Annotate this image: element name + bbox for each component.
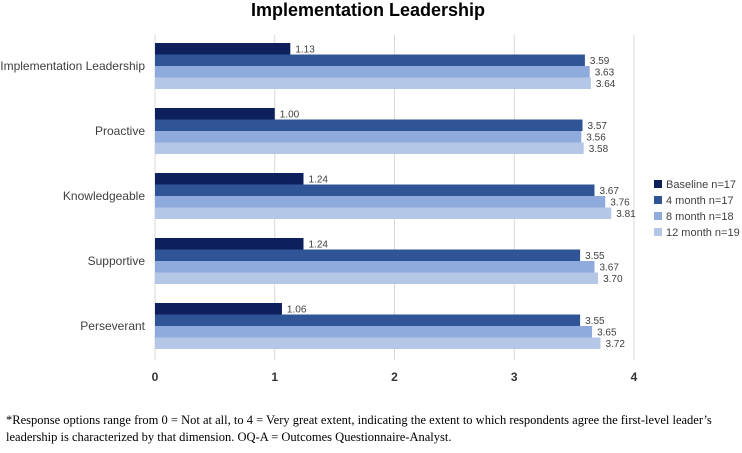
bar (155, 43, 291, 55)
bar (155, 184, 595, 196)
footnote: *Response options range from 0 = Not at … (6, 413, 712, 444)
bar (155, 238, 304, 250)
legend-label: 4 month n=17 (666, 195, 734, 207)
legend-swatch (654, 196, 662, 204)
chart: Implementation Leadership 1.13 3.59 3.63 3.… (0, 0, 740, 384)
data-label: 1.24 (308, 175, 328, 186)
data-label: 3.64 (596, 79, 616, 90)
bar (155, 249, 581, 261)
data-label: 3.76 (610, 198, 630, 209)
bar (155, 314, 581, 326)
data-label: 3.58 (589, 144, 609, 155)
legend-label: 12 month n=19 (666, 227, 740, 239)
bar (155, 108, 275, 120)
bar (155, 337, 601, 349)
data-label: 1.06 (287, 305, 307, 316)
bar (155, 142, 584, 154)
data-label: 3.55 (585, 251, 605, 262)
category-label: Proactive (95, 124, 145, 138)
data-label: 3.63 (595, 68, 615, 79)
legend-label: 8 month n=18 (666, 211, 734, 223)
legend-swatch (654, 228, 662, 236)
bar-chart-svg: Implementation Leadership 1.133.593.633.… (0, 0, 740, 384)
x-axis-ticks: 0 1 2 3 4 (152, 370, 638, 384)
data-label: 3.81 (616, 209, 636, 220)
x-tick-label: 4 (631, 370, 638, 384)
bar (155, 66, 590, 78)
bar (155, 196, 606, 208)
bar (155, 261, 595, 273)
data-label: 3.57 (588, 121, 608, 132)
data-label: 3.56 (586, 133, 606, 144)
category-labels: Implementation Leadership Proactive Knowle… (0, 59, 145, 333)
data-label: 3.72 (605, 339, 625, 350)
data-label: 3.65 (597, 328, 617, 339)
data-label: 1.13 (295, 45, 315, 56)
chart-title: Implementation Leadership (251, 0, 485, 20)
data-label: 3.59 (590, 56, 610, 67)
data-label: 3.67 (599, 263, 619, 274)
legend-label: Baseline n=17 (666, 179, 736, 191)
category-label: Supportive (88, 254, 146, 268)
data-label: 1.24 (308, 240, 328, 251)
legend-swatch (654, 180, 662, 188)
category-label: Implementation Leadership (0, 59, 145, 73)
bar (155, 303, 282, 315)
data-label: 3.70 (603, 274, 623, 285)
legend-swatch (654, 212, 662, 220)
x-tick-label: 0 (152, 370, 159, 384)
x-tick-label: 3 (511, 370, 518, 384)
bar (155, 54, 585, 66)
bar (155, 207, 612, 219)
x-tick-label: 2 (391, 370, 398, 384)
category-label: Perseverant (80, 319, 145, 333)
bar (155, 131, 582, 143)
x-tick-label: 1 (271, 370, 278, 384)
bar (155, 77, 591, 89)
legend: Baseline n=17 4 month n=17 8 month n=18 12 … (654, 179, 740, 239)
data-label: 3.67 (599, 186, 619, 197)
bars (155, 43, 612, 349)
value-labels: 1.13 3.593.633.64 1.00 3.573.563.58 1.24 3.67… (280, 45, 636, 351)
bar (155, 272, 599, 284)
category-label: Knowledgeable (63, 189, 145, 203)
bar (155, 173, 304, 185)
bar (155, 326, 593, 338)
bar (155, 119, 583, 131)
data-label: 3.55 (585, 316, 605, 327)
data-label: 1.00 (280, 110, 300, 121)
